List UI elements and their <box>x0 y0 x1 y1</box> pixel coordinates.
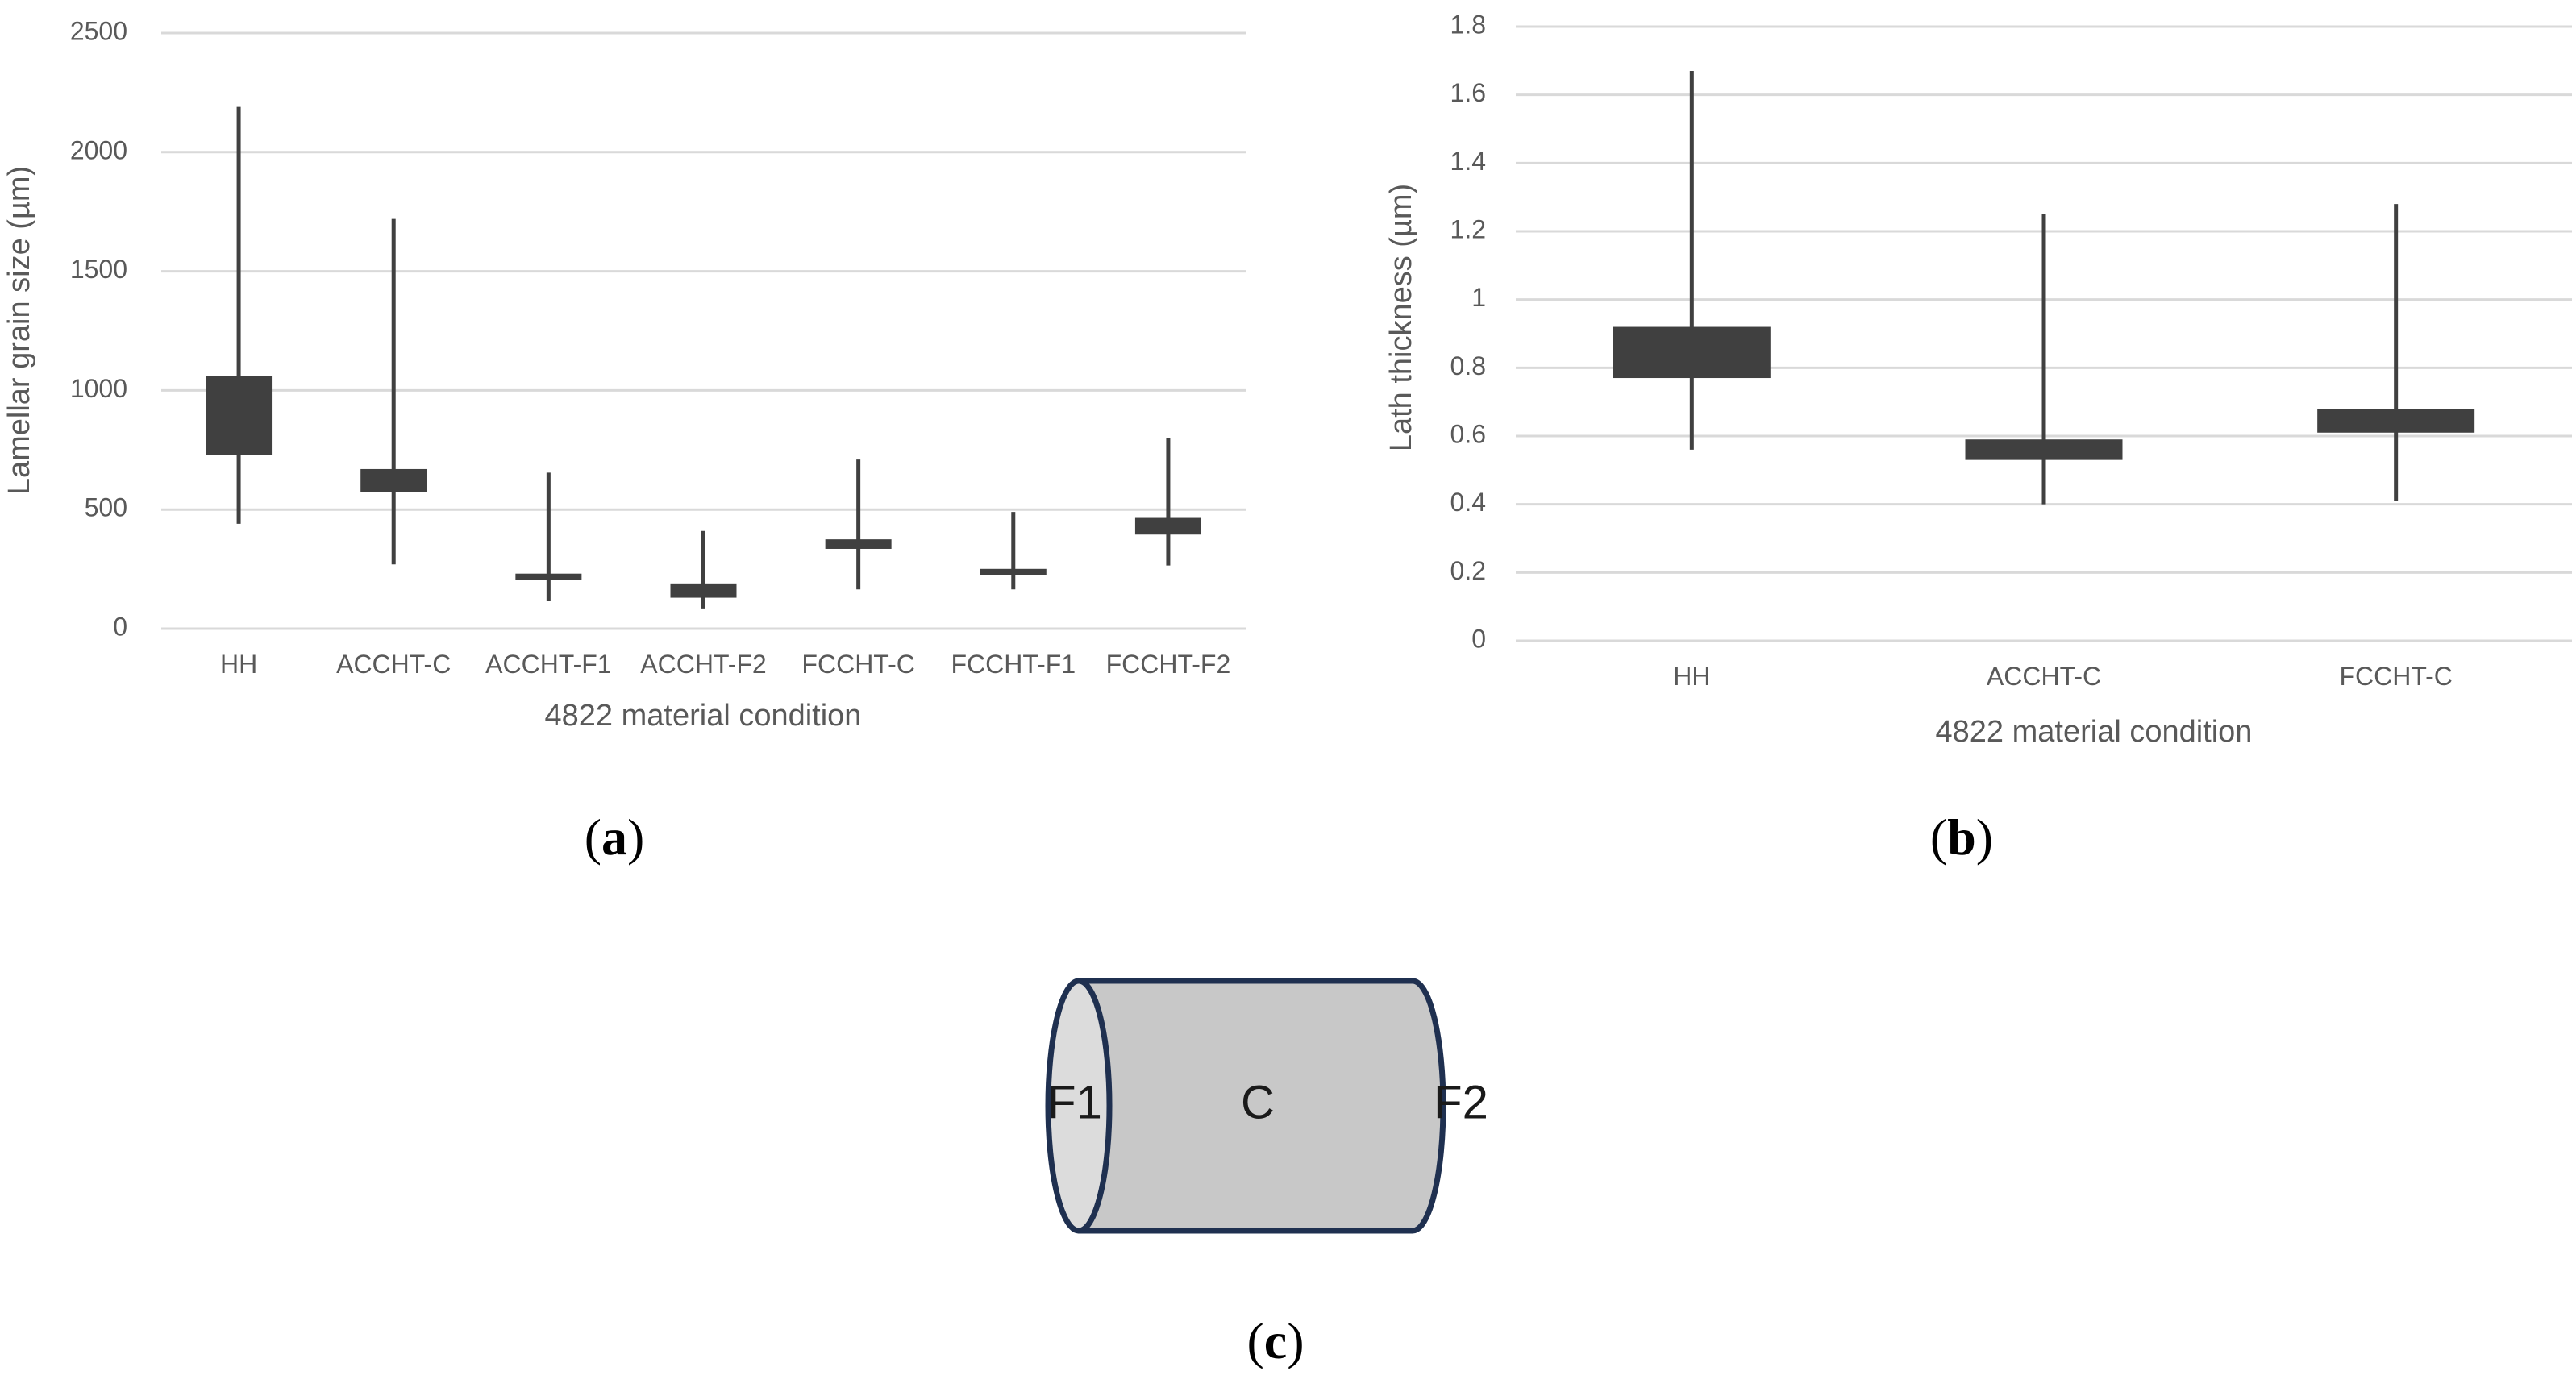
y-tick-label: 1 <box>1471 283 1486 312</box>
y-tick-label: 0 <box>113 612 127 641</box>
label-f2: F2 <box>1434 1076 1488 1128</box>
box <box>980 568 1047 575</box>
y-tick-label: 0.4 <box>1450 488 1486 517</box>
x-tick-label: ACCHT-F2 <box>640 650 766 679</box>
x-tick-label: HH <box>220 650 257 679</box>
x-tick-label: ACCHT-C <box>336 650 451 679</box>
x-tick-label: ACCHT-C <box>1987 662 2101 691</box>
x-axis-title: 4822 material condition <box>1936 715 2253 749</box>
x-tick-label: FCCHT-C <box>2339 662 2452 691</box>
cylinder-body <box>1076 978 1446 1234</box>
box <box>825 539 892 549</box>
y-tick-label: 0.6 <box>1450 419 1486 448</box>
y-tick-label: 1500 <box>70 255 127 284</box>
chart-b-lath-thickness: 0 0.2 0.4 0.6 0.8 1 1.2 1.4 1.6 1.8 HH ACCHT-C FCCHT… <box>1384 10 2572 749</box>
box <box>360 468 427 492</box>
y-tick-label: 500 <box>85 493 127 522</box>
x-axis-title: 4822 material condition <box>545 699 862 733</box>
y-tick-label: 1.6 <box>1450 78 1486 107</box>
panel-label-c: (c) <box>1246 1312 1304 1369</box>
box <box>2317 409 2475 433</box>
y-tick-label: 1.8 <box>1450 10 1486 39</box>
x-tick-label: HH <box>1673 662 1710 691</box>
y-tick-label: 2500 <box>70 16 127 45</box>
cylinder-left-face <box>1045 978 1113 1234</box>
x-tick-label: FCCHT-F2 <box>1106 650 1231 679</box>
y-axis-title: Lamellar grain size (µm) <box>2 166 36 495</box>
y-tick-label: 1.2 <box>1450 214 1486 243</box>
panel-label-b: (b) <box>1930 808 1993 866</box>
label-c: C <box>1241 1076 1275 1128</box>
y-axis-title: Lath thickness (µm) <box>1384 184 1418 451</box>
x-tick-label: ACCHT-F1 <box>485 650 611 679</box>
panel-label-a: (a) <box>585 808 645 866</box>
box <box>206 376 273 455</box>
box <box>515 573 582 580</box>
label-f1: F1 <box>1047 1076 1102 1128</box>
x-tick-label: FCCHT-C <box>801 650 914 679</box>
y-tick-label: 0.8 <box>1450 351 1486 380</box>
box <box>1613 326 1771 379</box>
cylinder-diagram: F1 C F2 <box>1045 978 1488 1234</box>
box <box>1134 517 1201 535</box>
box <box>670 583 737 598</box>
y-tick-label: 1.4 <box>1450 147 1486 176</box>
y-tick-label: 1000 <box>70 374 127 403</box>
chart-a-lamellar-grain-size: 0 500 1000 1500 2000 2500 HH ACCHT-C ACCHT-F1 ACC… <box>2 16 1246 733</box>
box <box>1965 439 2123 460</box>
y-tick-label: 2000 <box>70 135 127 164</box>
y-tick-label: 0.2 <box>1450 556 1486 585</box>
x-tick-label: FCCHT-F1 <box>951 650 1076 679</box>
y-tick-label: 0 <box>1471 624 1486 653</box>
